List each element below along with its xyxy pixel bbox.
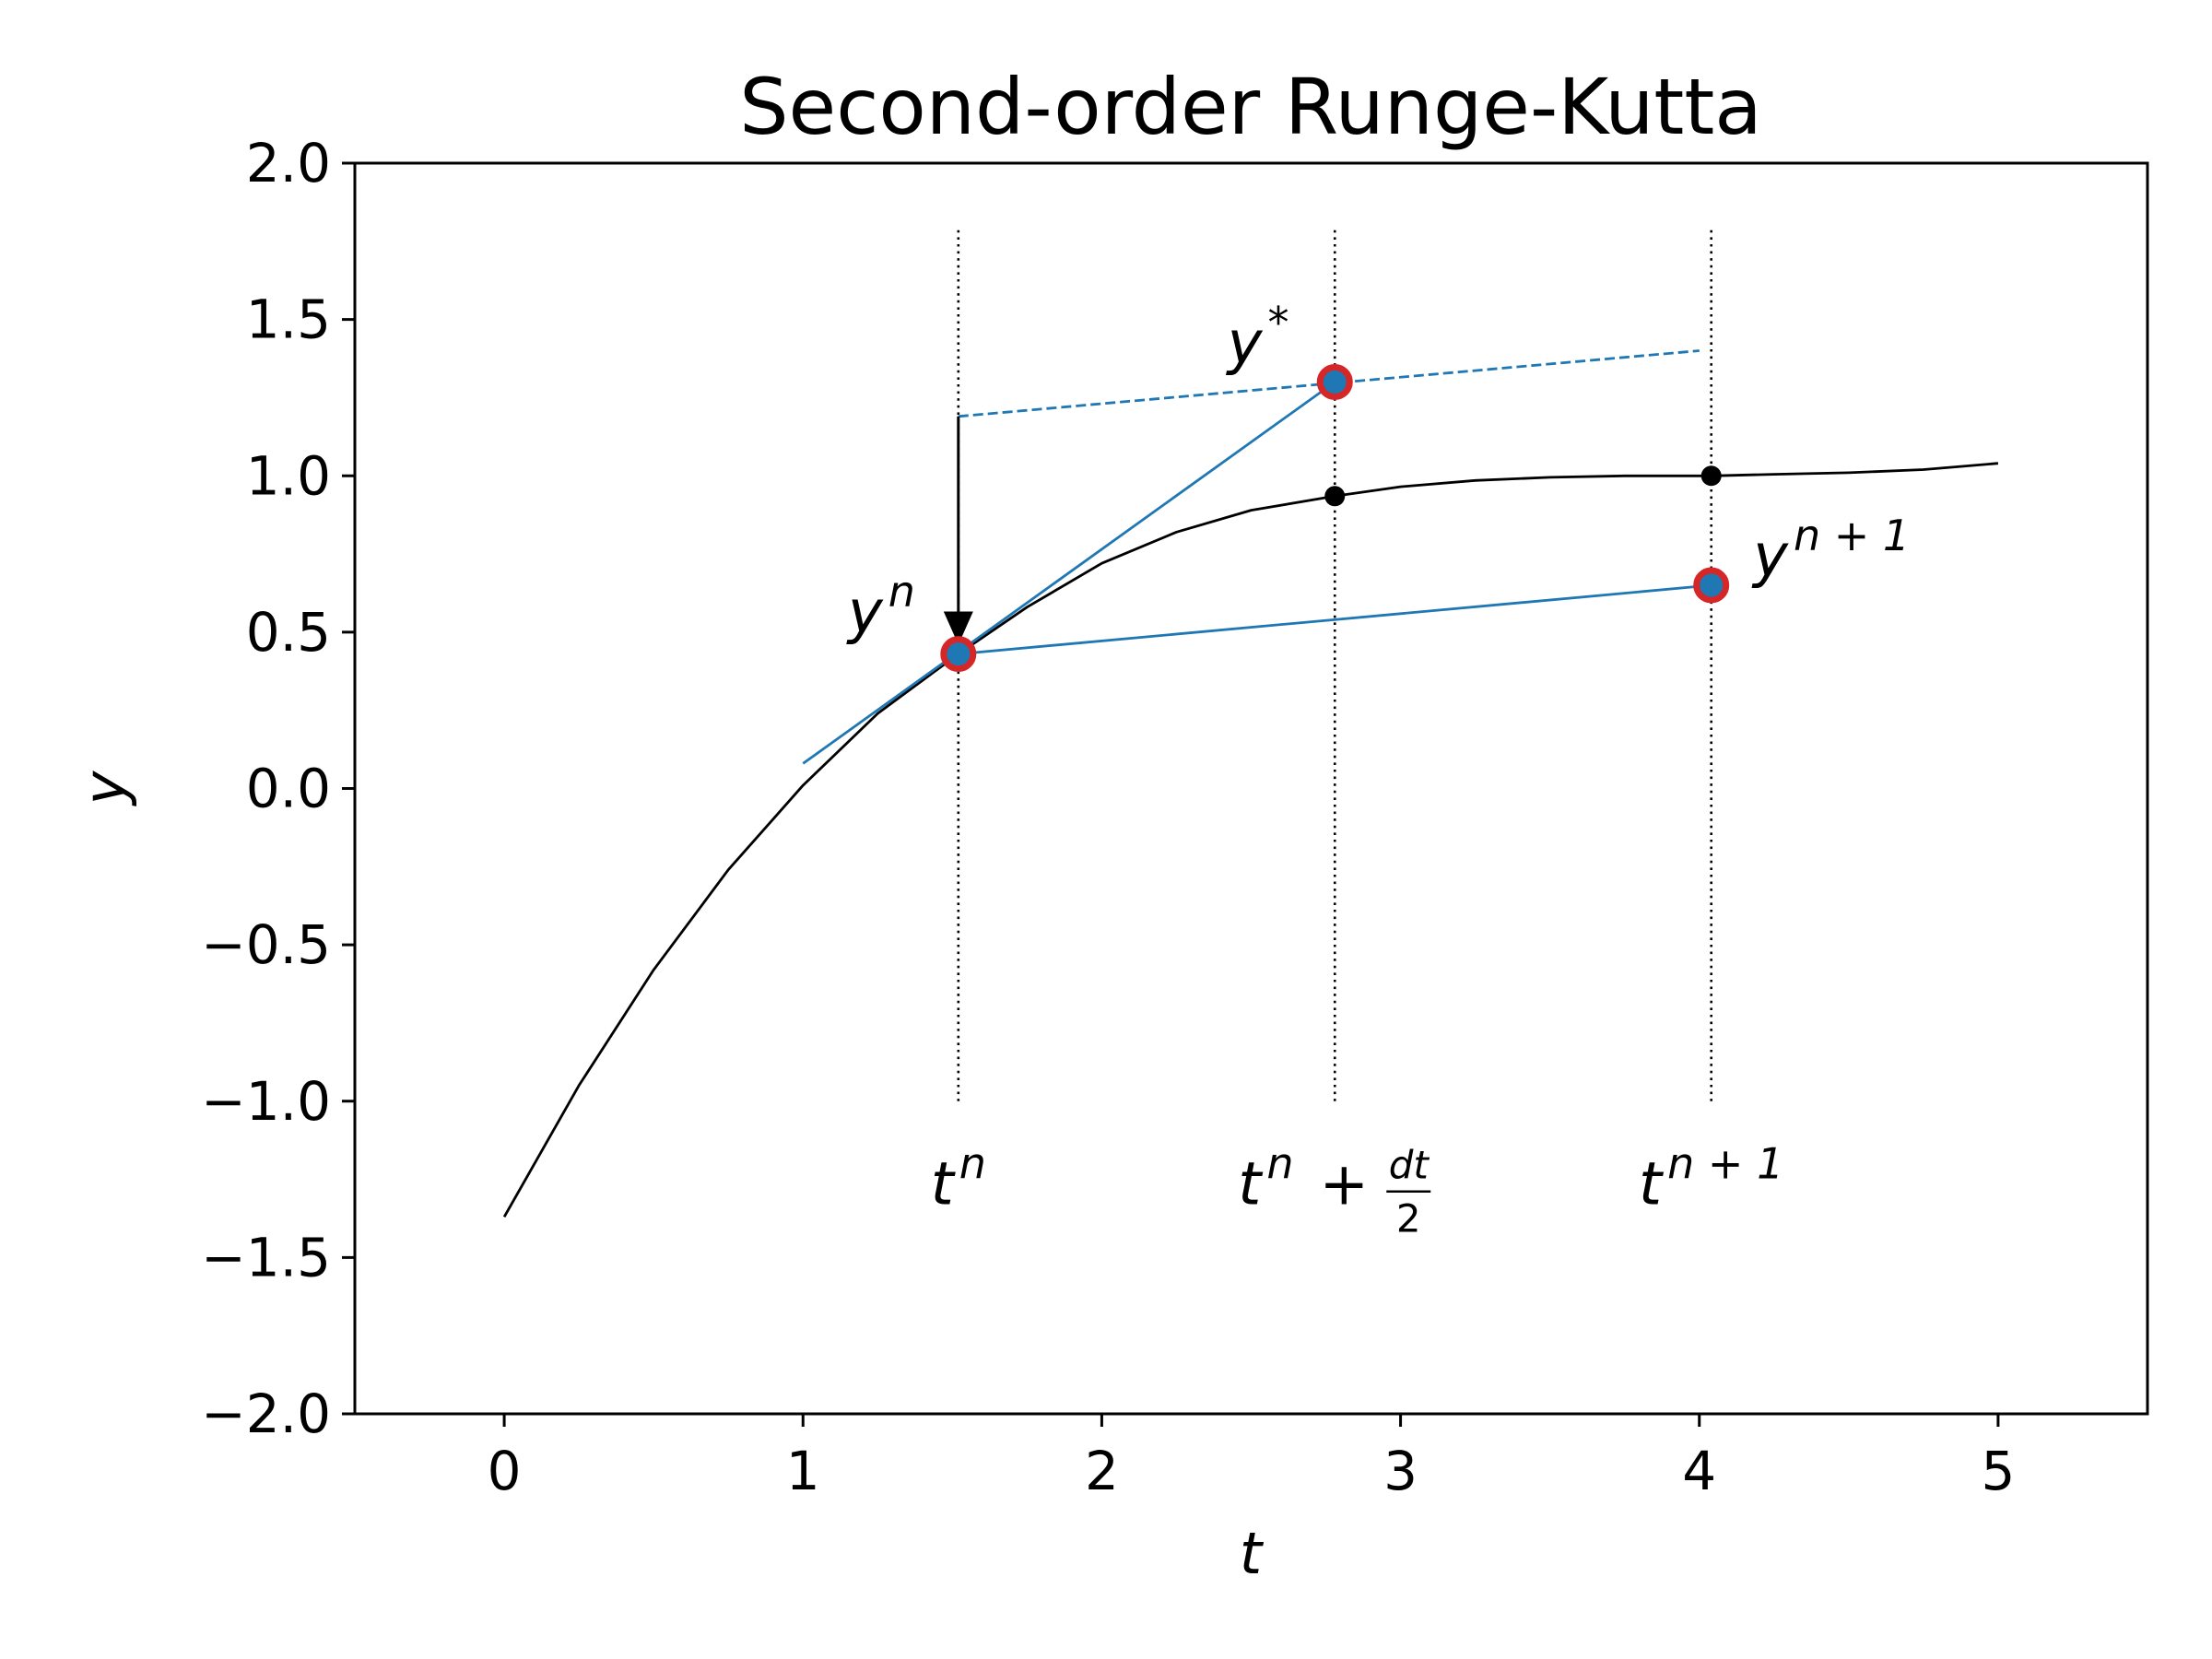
plot-area [502, 225, 1999, 1218]
series-line-2 [958, 583, 1712, 655]
x-tick-label-2: 2 [1085, 1440, 1119, 1502]
annotation-t_half-plus: + [1319, 1151, 1369, 1219]
rk-point-0 [940, 636, 977, 673]
y-tick-label-3: −0.5 [201, 913, 331, 976]
annotations: y n y * y n + 1 t n t n + 1 t n + dt 2 [846, 298, 1910, 1241]
rk-point-1 [1316, 363, 1353, 400]
annotation-t_half: t n + dt 2 [1238, 1139, 1431, 1241]
y-tick-label-5: 0.5 [246, 601, 331, 664]
series-line-1 [802, 381, 1336, 765]
exact-point-1 [1700, 465, 1722, 487]
annotation-y_star: y * [1226, 298, 1289, 378]
y-tick-label-4: 0.0 [246, 758, 331, 820]
y-tick-label-2: −1.0 [201, 1070, 331, 1133]
y-axis-label: y [71, 770, 138, 806]
x-axis-label: t [1240, 1520, 1265, 1587]
y-tick-label-7: 1.5 [246, 288, 331, 351]
x-tick-label-0: 0 [488, 1440, 522, 1502]
rk-point-2 [1693, 567, 1730, 604]
annotation-t_half-denominator: 2 [1396, 1196, 1421, 1241]
exact-point-0 [1324, 486, 1346, 507]
axis-ticks: 0 1 2 3 4 5 −2.0 −1.5 −1.0 −0.5 0.0 0.5 1.0 1.5 2.0 [201, 132, 2015, 1502]
arrow-head [943, 611, 973, 645]
x-tick-label-1: 1 [786, 1440, 820, 1502]
y-tick-label-1: −1.5 [201, 1226, 331, 1288]
x-tick-label-4: 4 [1682, 1440, 1716, 1502]
x-tick-label-5: 5 [1981, 1440, 2015, 1502]
y-tick-label-6: 1.0 [246, 444, 331, 507]
y-tick-label-8: 2.0 [246, 132, 331, 194]
x-tick-label-3: 3 [1383, 1440, 1418, 1502]
annotation-t_half-numerator: dt [1389, 1143, 1430, 1188]
series-line-0 [502, 462, 1999, 1218]
chart-title: Second-order Runge-Kutta [739, 62, 1762, 152]
y-tick-label-0: −2.0 [201, 1382, 331, 1445]
